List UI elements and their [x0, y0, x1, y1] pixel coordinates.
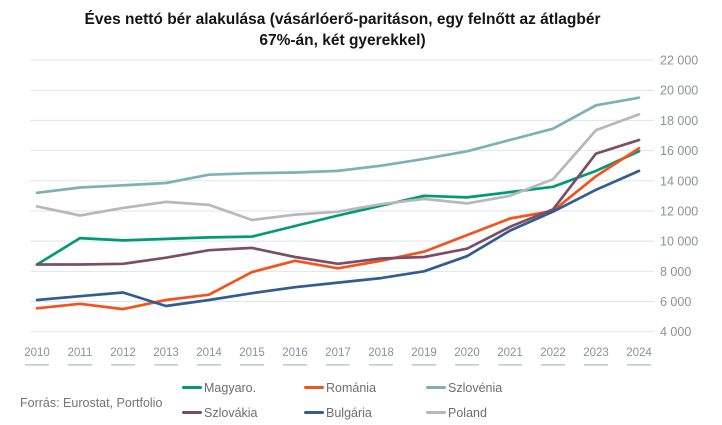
legend-series-marker: [304, 411, 324, 414]
x-axis-tick-mark: [455, 364, 479, 366]
x-axis-tick-mark: [498, 364, 522, 366]
legend-series-marker: [426, 411, 446, 414]
y-axis-tick-label: 18 000: [660, 114, 698, 128]
y-axis-tick-label: 6 000: [660, 295, 691, 309]
x-axis-tick-label: 2010: [24, 347, 50, 359]
x-axis-tick-label: 2016: [282, 347, 308, 359]
legend-series-marker: [426, 386, 446, 389]
x-axis-tick-label: 2024: [626, 347, 652, 359]
x-axis-tick-label: 2011: [68, 347, 93, 359]
x-axis-tick-mark: [111, 364, 135, 366]
x-axis-tick-mark: [197, 364, 221, 366]
chart-title: Éves nettó bér alakulása (vásárlóerő-par…: [30, 9, 655, 51]
x-axis-tick-mark: [412, 364, 436, 366]
y-axis-tick-label: 22 000: [660, 54, 698, 68]
x-axis-tick-label: 2022: [540, 347, 566, 359]
series-line-poland: [35, 112, 641, 222]
x-axis-tick-mark: [240, 364, 264, 366]
legend-series-marker: [304, 386, 324, 389]
x-axis-tick-label: 2019: [411, 347, 437, 359]
x-axis-tick-label: 2012: [110, 347, 136, 359]
x-axis-tick-mark: [369, 364, 393, 366]
legend-series-label: Románia: [326, 380, 377, 395]
legend-row: Magyaro. Románia Szlovénia: [182, 375, 612, 400]
x-axis-tick-mark: [627, 364, 651, 366]
x-axis-tick-label: 2014: [196, 347, 222, 359]
legend-item-szlov-kia[interactable]: Szlovákia: [182, 406, 304, 420]
series-line-szlov-nia: [35, 96, 641, 195]
series-line-magyaro-: [35, 149, 641, 266]
x-axis-tick-label: 2020: [454, 347, 480, 359]
x-axis-tick-mark: [584, 364, 608, 366]
x-axis-tick-mark: [25, 364, 49, 366]
legend-series-label: Szlovénia: [448, 380, 503, 395]
x-axis-tick-label: 2018: [368, 347, 394, 359]
legend-item-rom-nia[interactable]: Románia: [304, 381, 426, 395]
legend-item-magyaro-[interactable]: Magyaro.: [182, 381, 304, 395]
source-note: Forrás: Eurostat, Portfolio: [20, 396, 163, 410]
x-axis-tick-label: 2023: [583, 347, 609, 359]
x-axis-tick-label: 2017: [325, 347, 351, 359]
x-axis-tick-mark: [68, 364, 92, 366]
legend-series-label: Bulgária: [326, 405, 372, 420]
legend-series-label: Magyaro.: [204, 380, 257, 395]
y-axis-tick-label: 20 000: [660, 84, 698, 98]
y-axis-tick-label: 8 000: [660, 265, 691, 279]
x-axis-tick-label: 2021: [497, 347, 523, 359]
series-line-szlov-kia: [35, 138, 641, 266]
series-line-bulg-ria: [35, 169, 641, 308]
x-axis-tick-mark: [154, 364, 178, 366]
legend-series-label: Szlovákia: [204, 405, 258, 420]
y-axis-tick-label: 16 000: [660, 144, 698, 158]
x-axis-tick-mark: [283, 364, 307, 366]
series-line-rom-nia: [35, 146, 641, 311]
legend-series-label: Poland: [448, 405, 487, 420]
y-axis-tick-label: 14 000: [660, 174, 698, 188]
legend-series-marker: [182, 386, 202, 389]
y-axis-tick-label: 10 000: [660, 235, 698, 249]
legend-item-szlov-nia[interactable]: Szlovénia: [426, 381, 548, 395]
y-axis-tick-label: 4 000: [660, 325, 691, 339]
x-axis-tick-mark: [541, 364, 565, 366]
legend-series-marker: [182, 411, 202, 414]
y-axis-tick-label: 12 000: [660, 204, 698, 218]
x-axis-tick-label: 2015: [239, 347, 265, 359]
legend-item-bulg-ria[interactable]: Bulgária: [304, 406, 426, 420]
chart-legend: Magyaro. Románia Szlovénia Szlovákia Bulgári…: [182, 375, 612, 425]
chart-title-text: Éves nettó bér alakulása (vásárlóerő-par…: [84, 11, 601, 49]
x-axis-tick-label: 2013: [153, 347, 179, 359]
x-axis-tick-mark: [326, 364, 350, 366]
legend-item-poland[interactable]: Poland: [426, 406, 548, 420]
legend-row: Szlovákia Bulgária Poland: [182, 400, 612, 425]
